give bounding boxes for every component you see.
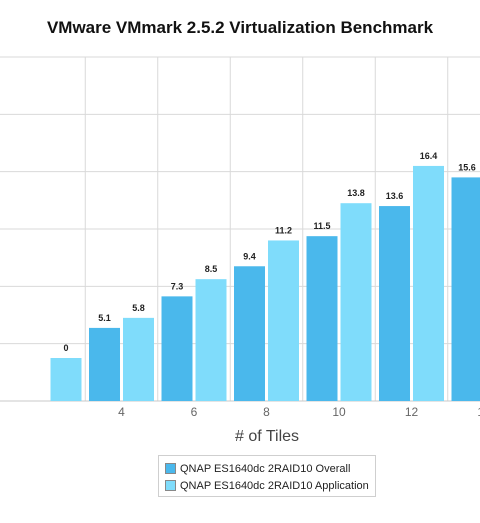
- x-axis-label: # of Tiles: [235, 428, 299, 445]
- bar-overall: [234, 266, 265, 401]
- legend-swatch-application: [165, 480, 176, 491]
- x-tick-label: 4: [118, 405, 125, 419]
- bar-overall: [89, 327, 120, 401]
- bar-application: [195, 279, 227, 401]
- chart-title: VMware VMmark 2.5.2 Virtualization Bench…: [46, 18, 434, 37]
- legend-item-application: QNAP ES1640dc 2RAID10 Application: [165, 477, 375, 494]
- data-label: 5.8: [132, 303, 145, 313]
- legend: QNAP ES1640dc 2RAID10 Overall QNAP ES164…: [158, 455, 376, 497]
- bar-application: [268, 240, 299, 401]
- bar-application: [50, 358, 82, 401]
- legend-item-overall: QNAP ES1640dc 2RAID10 Overall: [165, 460, 375, 477]
- bar-overall: [161, 296, 193, 401]
- data-label: 15.6: [458, 162, 476, 172]
- x-tick-label: 12: [405, 405, 419, 419]
- data-label: 5.1: [98, 313, 111, 323]
- bar-overall: [379, 206, 410, 401]
- bar-application: [123, 317, 154, 401]
- x-tick-label: 10: [332, 405, 346, 419]
- data-label: 16.4: [420, 151, 438, 161]
- x-tick-label: 8: [263, 405, 270, 419]
- x-tick-label: 6: [191, 405, 198, 419]
- data-label: 7.3: [171, 281, 184, 291]
- legend-label-application: QNAP ES1640dc 2RAID10 Application: [180, 479, 369, 492]
- data-label: 9.4: [243, 251, 256, 261]
- x-tick-label: 14: [477, 405, 480, 419]
- data-label: 13.8: [347, 188, 365, 198]
- legend-label-overall: QNAP ES1640dc 2RAID10 Overall: [180, 462, 351, 475]
- bar-overall: [306, 236, 338, 401]
- bar-overall: [451, 177, 480, 401]
- legend-swatch-overall: [165, 463, 176, 474]
- data-label: 11.5: [313, 221, 330, 231]
- data-label: 0: [63, 343, 68, 353]
- bar-application: [340, 203, 372, 401]
- data-label: 13.6: [386, 191, 404, 201]
- data-label: 11.2: [275, 225, 292, 235]
- data-label: 8.5: [205, 264, 218, 274]
- bar-application: [413, 165, 444, 401]
